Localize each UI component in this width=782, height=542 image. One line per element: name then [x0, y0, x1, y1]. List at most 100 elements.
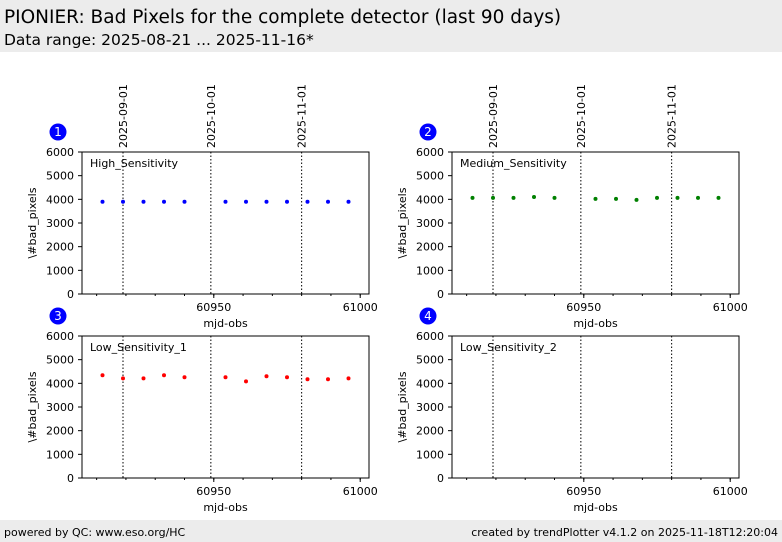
footer-created-by: created by trendPlotter v4.1.2 on 2025-1…: [471, 526, 778, 539]
plot-title: Medium_Sensitivity: [460, 157, 567, 170]
y-axis-label: \#bad_pixels: [396, 187, 409, 258]
y-tick-label: 3000: [416, 217, 444, 230]
plot-title: High_Sensitivity: [90, 157, 179, 170]
x-tick-label: 61000: [343, 485, 378, 498]
header: PIONIER: Bad Pixels for the complete det…: [0, 0, 782, 52]
y-tick-label: 0: [437, 288, 444, 301]
y-tick-label: 1000: [416, 264, 444, 277]
data-point: [593, 196, 598, 201]
date-label: 2025-11-01: [666, 84, 679, 148]
data-point: [141, 199, 146, 204]
x-tick-label: 61000: [713, 485, 748, 498]
y-tick-label: 6000: [416, 146, 444, 159]
data-point: [285, 199, 289, 204]
date-label: 2025-11-01: [296, 84, 309, 148]
y-tick-label: 1000: [416, 448, 444, 461]
y-tick-label: 4000: [46, 377, 74, 390]
data-point: [141, 376, 146, 381]
data-point: [182, 199, 187, 204]
data-point: [121, 199, 125, 204]
footer: powered by QC: www.eso.org/HC created by…: [0, 520, 782, 542]
y-tick-label: 2000: [46, 425, 74, 438]
data-point: [121, 376, 125, 381]
x-axis-label: mjd-obs: [203, 501, 248, 514]
x-tick-label: 61000: [343, 301, 378, 314]
y-tick-label: 4000: [46, 193, 74, 206]
data-point: [305, 377, 310, 382]
y-tick-label: 3000: [46, 401, 74, 414]
plot-frame: [81, 151, 370, 295]
y-tick-label: 2000: [416, 425, 444, 438]
data-point: [100, 199, 105, 204]
y-tick-label: 5000: [46, 170, 74, 183]
y-tick-label: 3000: [416, 401, 444, 414]
data-point: [326, 199, 330, 204]
data-point: [223, 199, 228, 204]
data-point: [244, 379, 248, 384]
data-point: [285, 375, 289, 380]
y-tick-label: 5000: [416, 170, 444, 183]
x-tick-label: 60950: [196, 301, 231, 314]
data-point: [305, 199, 310, 204]
y-tick-label: 0: [67, 472, 74, 485]
data-point: [614, 196, 618, 201]
x-tick-label: 60950: [566, 301, 601, 314]
plot-number-badge: [49, 123, 67, 141]
y-axis-label: \#bad_pixels: [26, 187, 39, 258]
data-point: [182, 375, 187, 380]
page-title: PIONIER: Bad Pixels for the complete det…: [4, 7, 562, 28]
y-tick-label: 6000: [46, 330, 74, 343]
data-point: [162, 373, 166, 378]
data-point: [552, 195, 557, 200]
data-point: [655, 195, 659, 200]
plot-number-badge: [419, 307, 437, 325]
data-point: [470, 195, 475, 200]
plot-number-badge: [419, 123, 437, 141]
y-tick-label: 0: [437, 472, 444, 485]
y-tick-label: 2000: [416, 241, 444, 254]
data-point: [346, 376, 351, 381]
x-tick-label: 61000: [713, 301, 748, 314]
x-axis-label: mjd-obs: [203, 317, 248, 330]
y-tick-label: 5000: [46, 354, 74, 367]
data-point: [532, 194, 536, 199]
plot-frame: [451, 335, 740, 479]
x-axis-label: mjd-obs: [573, 501, 618, 514]
data-point: [675, 195, 680, 200]
x-tick-label: 60950: [196, 485, 231, 498]
y-tick-label: 6000: [416, 330, 444, 343]
data-point: [491, 195, 495, 200]
y-tick-label: 1000: [46, 264, 74, 277]
data-point: [634, 197, 639, 202]
y-tick-label: 4000: [416, 193, 444, 206]
plot-number: 3: [54, 309, 62, 323]
date-label: 2025-09-01: [117, 84, 130, 148]
plot-title: Low_Sensitivity_1: [90, 341, 187, 354]
plot-number: 4: [424, 309, 432, 323]
data-point: [162, 199, 166, 204]
date-label: 2025-10-01: [575, 84, 588, 148]
x-axis-label: mjd-obs: [573, 317, 618, 330]
plot-title: Low_Sensitivity_2: [460, 341, 557, 354]
plot-number-badge: [49, 307, 67, 325]
y-tick-label: 3000: [46, 217, 74, 230]
y-tick-label: 6000: [46, 146, 74, 159]
data-point: [264, 374, 269, 379]
footer-powered-by: powered by QC: www.eso.org/HC: [4, 526, 186, 539]
plot-frame: [81, 335, 370, 479]
data-point: [100, 373, 105, 378]
y-axis-label: \#bad_pixels: [26, 371, 39, 442]
data-range: Data range: 2025-08-21 ... 2025-11-16*: [4, 31, 314, 49]
data-point: [264, 199, 269, 204]
data-point: [696, 195, 700, 200]
data-point: [223, 375, 228, 380]
x-tick-label: 60950: [566, 485, 601, 498]
data-point: [326, 377, 330, 382]
y-tick-label: 1000: [46, 448, 74, 461]
date-label: 2025-10-01: [205, 84, 218, 148]
y-tick-label: 4000: [416, 377, 444, 390]
data-point: [346, 199, 351, 204]
plot-frame: [451, 151, 740, 295]
data-point: [244, 199, 248, 204]
y-tick-label: 5000: [416, 354, 444, 367]
